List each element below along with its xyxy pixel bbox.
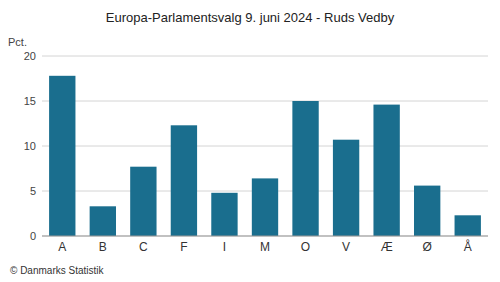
bar [455,215,481,236]
bar [252,178,278,236]
x-tick-label: M [260,240,270,254]
bar [292,101,318,236]
title: Europa-Parlamentsvalg 9. juni 2024 - Rud… [106,10,395,25]
x-tick-label: O [301,240,310,254]
bar [333,140,359,236]
y-tick-label: 20 [24,50,36,62]
grid [42,56,488,236]
bar [211,193,237,236]
bar [130,167,156,236]
x-tick-label: F [180,240,187,254]
y-tick-label: 15 [24,95,36,107]
x-axis-line [42,236,488,237]
bar [90,206,116,236]
x-tick-label: Ø [423,240,432,254]
grid-line [42,101,488,102]
chart-container: Europa-Parlamentsvalg 9. juni 2024 - Rud… [0,0,500,282]
bar [171,125,197,236]
x-tick-label: Å [464,239,472,254]
bars [49,76,481,236]
grid-line [42,146,488,147]
bar [414,186,440,236]
chart-svg: Europa-Parlamentsvalg 9. juni 2024 - Rud… [0,0,500,282]
grid-line [42,236,488,237]
footer: © Danmarks Statistik [10,265,105,276]
x-tick-label: I [223,240,226,254]
bar [49,76,75,236]
grid-line [42,56,488,57]
x-tick-label: B [99,240,107,254]
x-tick-label: C [139,240,148,254]
page: {"chart_data": {"type": "bar", "title": … [0,0,500,282]
y-tick-label: 10 [24,140,36,152]
y-axis-label: Pct. [8,36,27,48]
y-tick-label: 0 [30,230,36,242]
x-tick-label: A [58,240,66,254]
x-tick-label: V [342,240,350,254]
bar [373,105,399,236]
y-tick-label: 5 [30,185,36,197]
x-tick-label: Æ [381,240,393,254]
